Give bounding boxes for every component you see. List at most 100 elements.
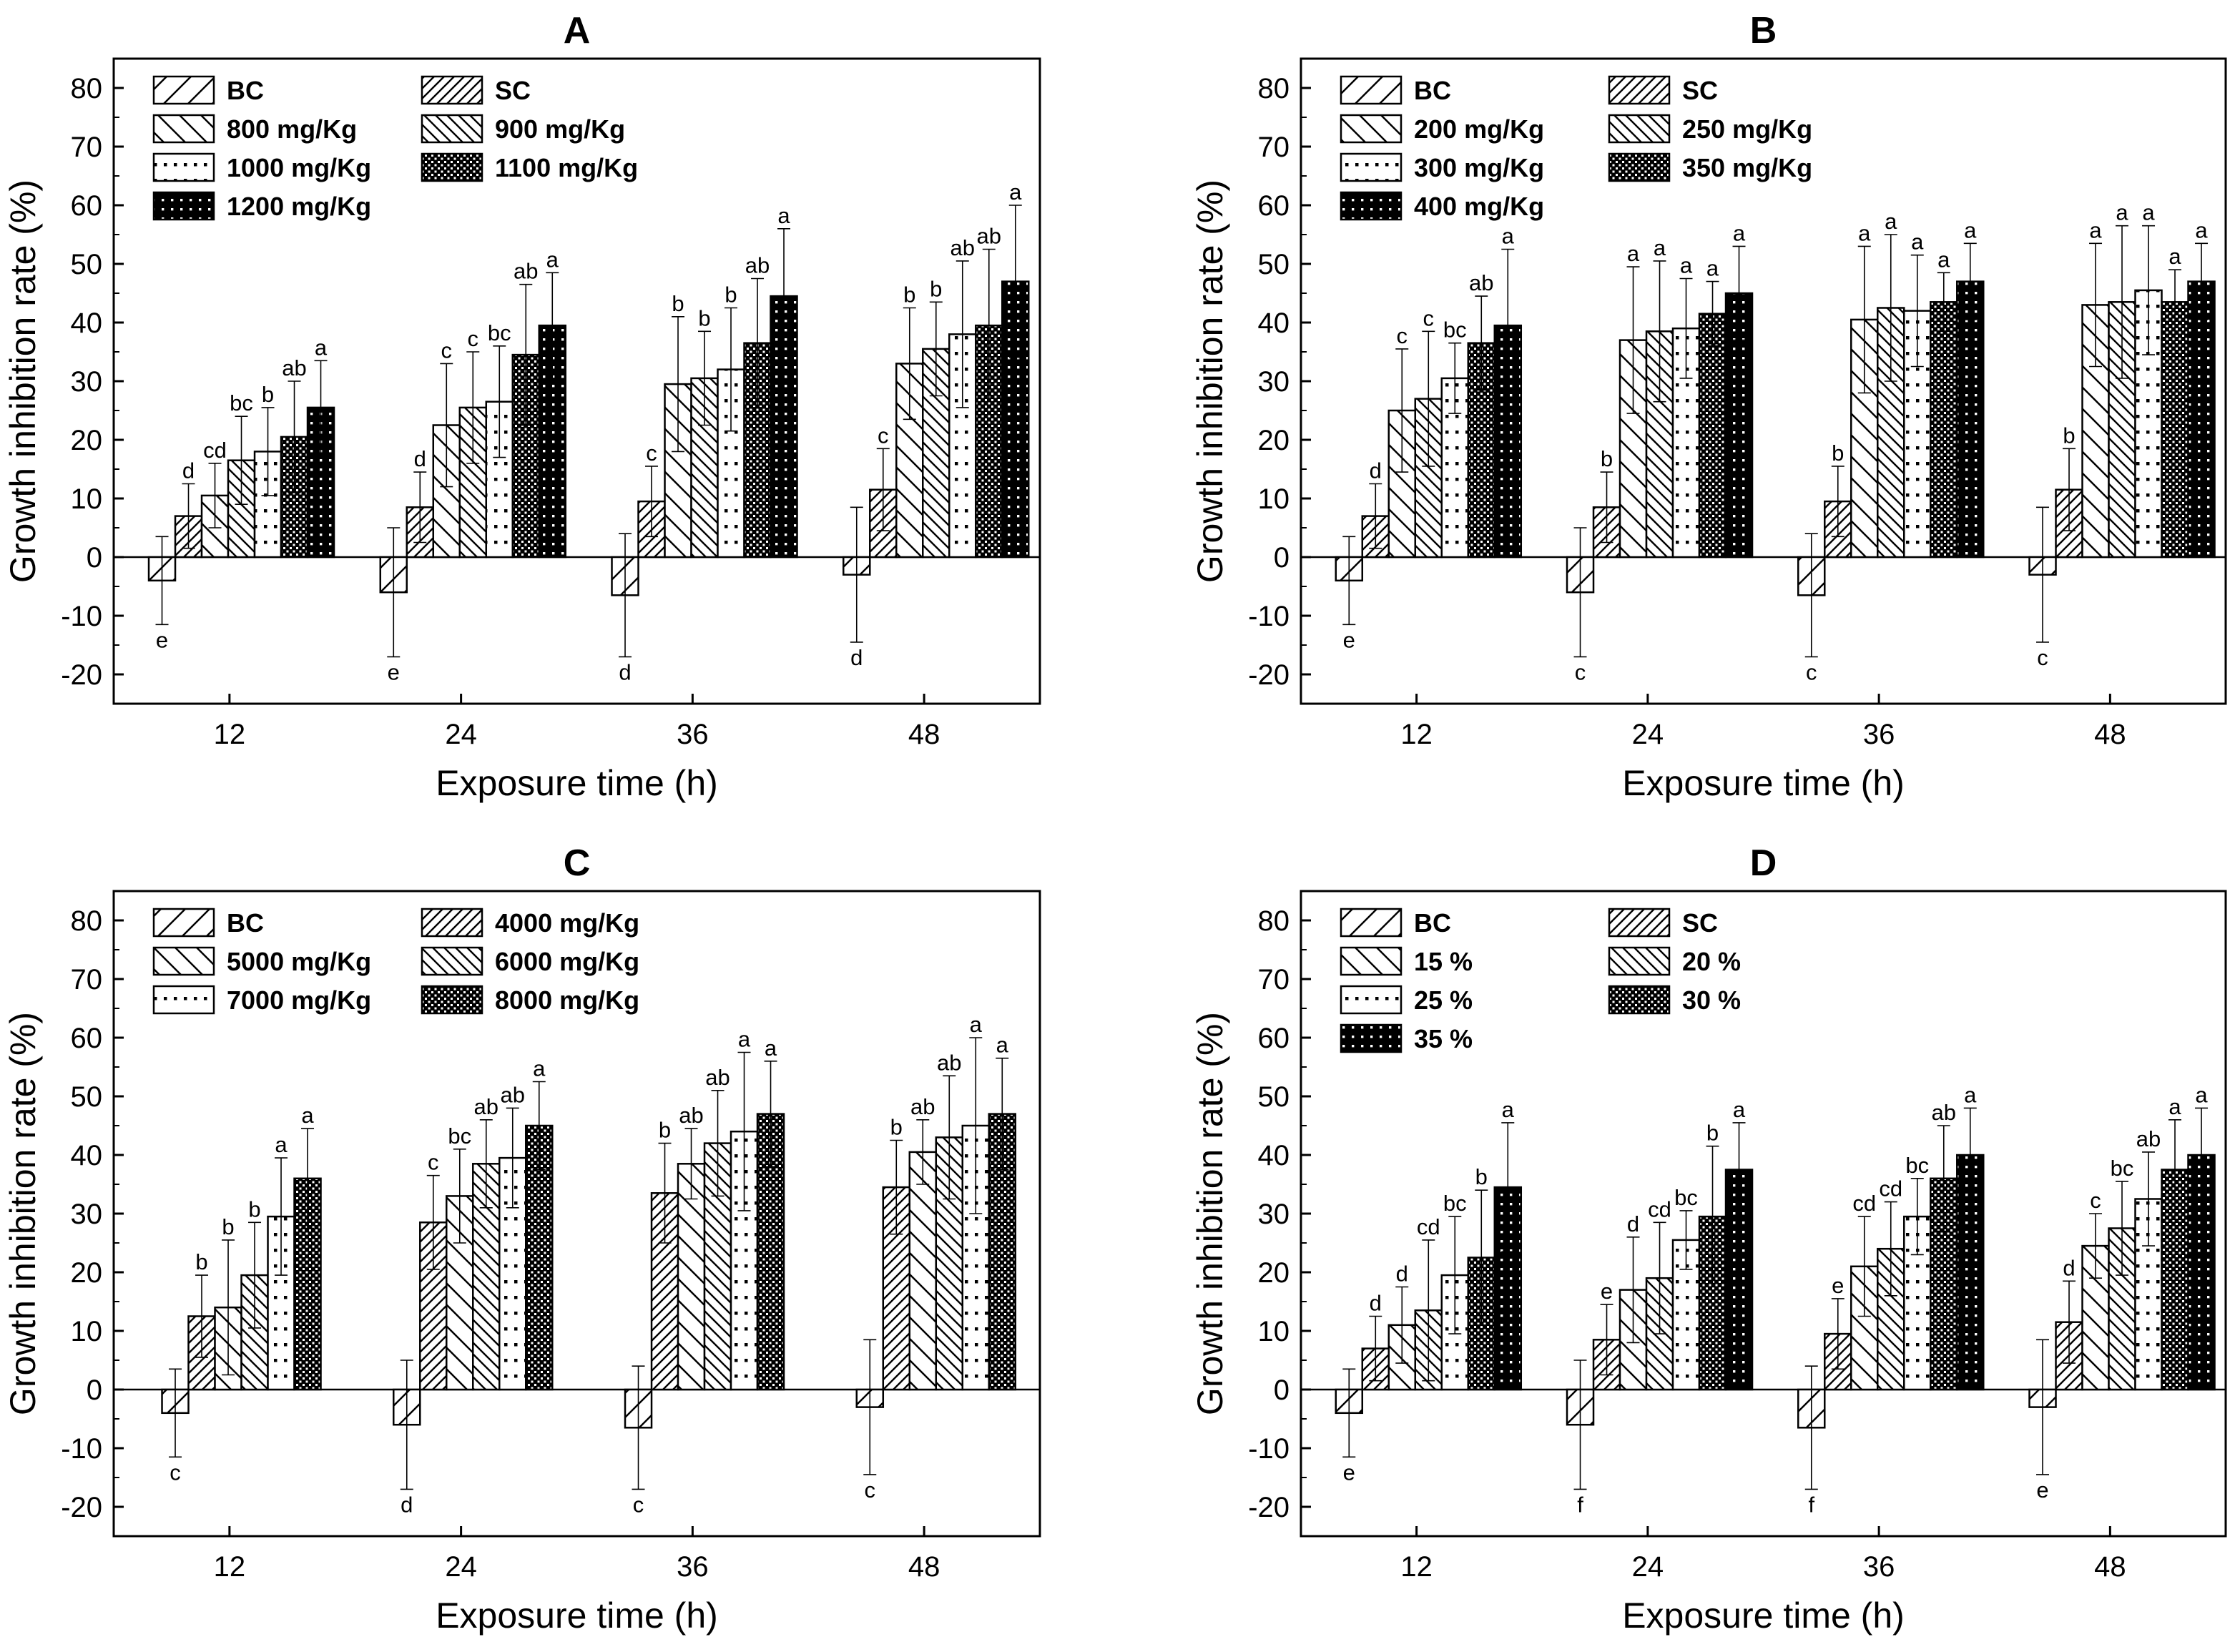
y-tick-label: 70 bbox=[1258, 132, 1290, 163]
legend-label: 200 mg/Kg bbox=[1414, 114, 1544, 144]
significance-label: d bbox=[1370, 1291, 1382, 1316]
significance-label: a bbox=[970, 1012, 983, 1037]
bar bbox=[293, 1177, 322, 1391]
significance-label: a bbox=[1937, 247, 1950, 272]
legend-swatch bbox=[1608, 908, 1671, 938]
legend-swatch bbox=[421, 908, 483, 938]
legend-swatch bbox=[1340, 114, 1403, 144]
panel-c: C-20-100102030405060708012cbbbaa24dcbcab… bbox=[3, 842, 1041, 1636]
significance-label: d bbox=[2063, 1255, 2075, 1280]
significance-label: cd bbox=[1879, 1176, 1902, 1201]
x-tick-label: 12 bbox=[1400, 719, 1433, 750]
y-tick-label: -10 bbox=[61, 1433, 102, 1465]
significance-label: f bbox=[1808, 1492, 1814, 1517]
y-axis-label: Growth inhibition rate (%) bbox=[3, 180, 43, 583]
y-tick-label: 40 bbox=[71, 1140, 103, 1171]
y-tick-label: -10 bbox=[61, 601, 102, 632]
legend-swatch bbox=[152, 908, 215, 938]
legend-swatch bbox=[152, 114, 215, 144]
y-tick-label: -10 bbox=[1248, 601, 1290, 632]
significance-label: d bbox=[414, 446, 426, 471]
legend-label: 8000 mg/Kg bbox=[495, 985, 639, 1015]
y-tick-label: 10 bbox=[1258, 483, 1290, 515]
legend-label: SC bbox=[1682, 908, 1718, 938]
legend-label: 250 mg/Kg bbox=[1682, 114, 1812, 144]
x-tick-label: 36 bbox=[1863, 1551, 1895, 1583]
significance-label: c bbox=[646, 441, 657, 466]
legend-label: 7000 mg/Kg bbox=[227, 985, 371, 1015]
y-tick-label: 40 bbox=[71, 308, 103, 339]
legend-swatch bbox=[1608, 75, 1671, 105]
significance-label: a bbox=[546, 247, 559, 272]
significance-label: ab bbox=[977, 224, 1001, 249]
significance-label: ab bbox=[679, 1103, 703, 1128]
significance-label: b bbox=[930, 276, 942, 301]
legend-label: 30 % bbox=[1682, 985, 1741, 1015]
legend-label: 300 mg/Kg bbox=[1414, 153, 1544, 182]
significance-label: d bbox=[401, 1492, 413, 1517]
y-tick-label: 50 bbox=[1258, 1081, 1290, 1113]
significance-label: ab bbox=[1932, 1100, 1956, 1125]
significance-label: a bbox=[275, 1132, 288, 1157]
x-axis-label: Exposure time (h) bbox=[436, 763, 718, 803]
y-tick-label: 10 bbox=[1258, 1316, 1290, 1347]
legend-label: 900 mg/Kg bbox=[495, 114, 625, 144]
legend-swatch bbox=[152, 946, 215, 976]
significance-label: e bbox=[388, 659, 400, 684]
significance-label: a bbox=[2089, 217, 2102, 242]
x-tick-label: 12 bbox=[1400, 1551, 1433, 1583]
significance-label: c bbox=[2037, 645, 2048, 670]
y-tick-label: 60 bbox=[1258, 190, 1290, 222]
significance-label: d bbox=[182, 458, 195, 483]
legend-label: 25 % bbox=[1414, 985, 1473, 1015]
y-tick-label: 40 bbox=[1258, 1140, 1290, 1171]
bar bbox=[2161, 301, 2189, 559]
significance-label: ab bbox=[282, 355, 306, 380]
significance-label: a bbox=[777, 203, 790, 228]
legend-label: BC bbox=[227, 908, 264, 938]
y-tick-label: 60 bbox=[71, 1023, 103, 1054]
legend-label: 15 % bbox=[1414, 947, 1473, 976]
significance-label: e bbox=[1832, 1273, 1844, 1298]
significance-label: c bbox=[428, 1150, 439, 1175]
significance-label: a bbox=[1885, 209, 1897, 234]
significance-label: b bbox=[724, 282, 737, 308]
legend-swatch bbox=[421, 114, 483, 144]
y-axis-label: Growth inhibition rate (%) bbox=[1190, 1012, 1230, 1415]
legend-swatch bbox=[1608, 985, 1671, 1015]
y-tick-label: 20 bbox=[71, 425, 103, 456]
significance-label: c bbox=[1575, 659, 1586, 684]
y-tick-label: 80 bbox=[71, 905, 103, 937]
significance-label: c bbox=[633, 1492, 644, 1517]
significance-label: b bbox=[1832, 441, 1844, 466]
significance-label: a bbox=[1502, 1097, 1515, 1122]
x-tick-label: 48 bbox=[2094, 1551, 2126, 1583]
significance-label: b bbox=[2063, 423, 2075, 448]
significance-label: ab bbox=[950, 235, 975, 260]
significance-label: a bbox=[1627, 241, 1640, 266]
legend-swatch bbox=[1608, 946, 1671, 976]
y-tick-label: 20 bbox=[1258, 1257, 1290, 1289]
y-tick-label: -20 bbox=[1248, 659, 1290, 691]
x-tick-label: 12 bbox=[214, 719, 246, 750]
significance-label: b bbox=[1601, 446, 1613, 471]
significance-label: ab bbox=[745, 253, 770, 278]
y-tick-label: 10 bbox=[71, 1316, 103, 1347]
legend-label: 1100 mg/Kg bbox=[495, 153, 638, 182]
legend-swatch bbox=[152, 75, 215, 105]
bar bbox=[1956, 280, 1985, 559]
legend-label: SC bbox=[1682, 76, 1718, 105]
significance-label: b bbox=[222, 1214, 234, 1239]
significance-label: d bbox=[619, 659, 631, 684]
legend-swatch bbox=[1608, 152, 1671, 182]
y-tick-label: -20 bbox=[61, 1492, 102, 1523]
panel-letter: D bbox=[1750, 842, 1777, 884]
legend-label: 1000 mg/Kg bbox=[227, 153, 371, 182]
significance-label: a bbox=[738, 1027, 751, 1052]
significance-label: d bbox=[1370, 458, 1382, 483]
bar bbox=[948, 333, 977, 559]
